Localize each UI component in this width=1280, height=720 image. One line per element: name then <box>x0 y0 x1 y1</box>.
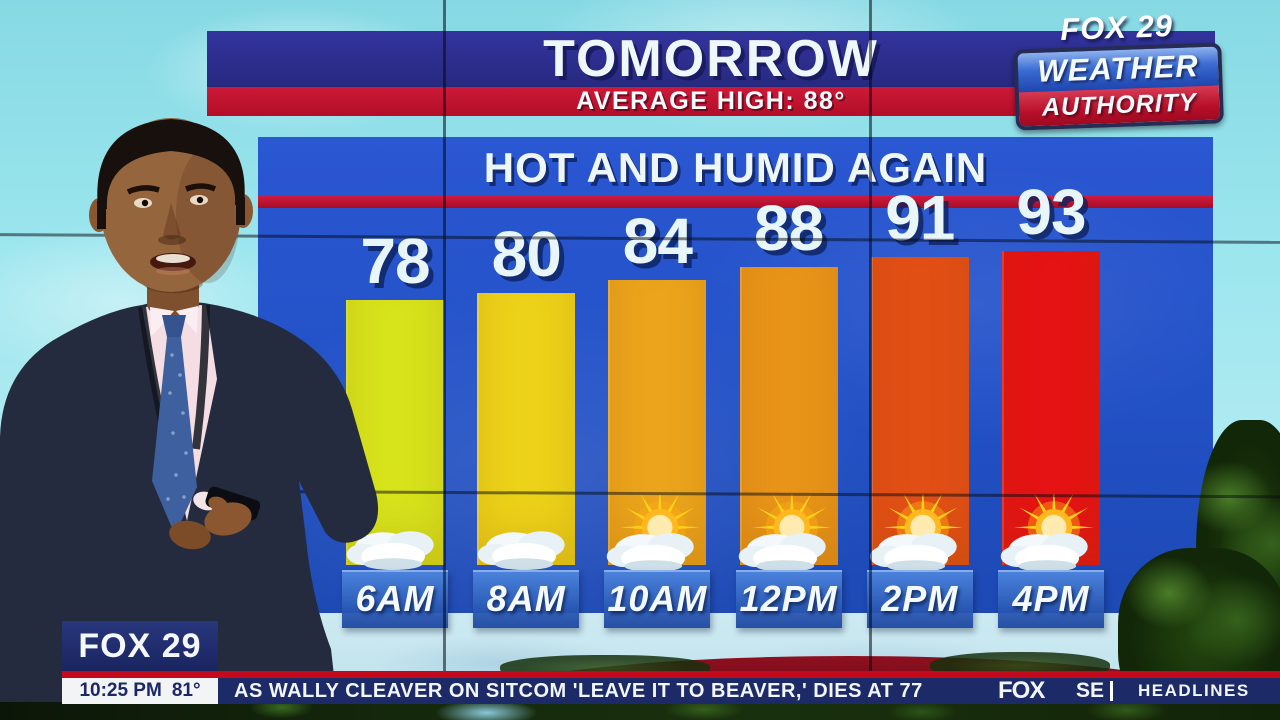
ticker-separator <box>1110 681 1113 701</box>
banner-subtitle: AVERAGE HIGH: 88° <box>576 87 846 115</box>
bug-time: 10:25 PM <box>79 680 162 701</box>
partly-sunny-icon <box>862 494 978 582</box>
temperature-value: 88 <box>754 192 824 264</box>
time-label: 8AM <box>473 570 580 628</box>
chart-title: HOT AND HUMID AGAIN <box>483 144 988 191</box>
time-label: 6AM <box>342 570 448 628</box>
logo-box: WEATHER AUTHORITY <box>1013 42 1224 131</box>
hour-column-10AM: 84 10AM <box>604 0 711 720</box>
hair <box>97 119 245 209</box>
thumb <box>208 496 228 512</box>
time-label: 4PM <box>998 570 1104 628</box>
eyebrow-left <box>126 185 160 195</box>
temperature-value: 91 <box>885 182 955 254</box>
cloudy-icon <box>468 494 584 582</box>
teeth <box>156 254 190 263</box>
trees-below-ticker <box>0 702 1280 720</box>
temperature-value: 93 <box>1016 176 1086 248</box>
temperature-value: 84 <box>622 205 693 277</box>
hand-left <box>169 520 211 550</box>
hour-column-8AM: 80 8AM <box>473 0 580 720</box>
videowall-seam <box>869 0 872 676</box>
face <box>100 118 242 292</box>
collar-right <box>176 306 198 334</box>
ticker-red-line <box>62 671 1280 678</box>
hour-column-2PM: 91 2PM <box>866 0 973 720</box>
sideburn-left <box>97 201 106 229</box>
hour-column-4PM: 93 4PM <box>998 0 1104 720</box>
panel-red-stripe <box>258 196 1213 208</box>
lapel-right <box>192 304 210 450</box>
eyebrow-right <box>185 183 217 192</box>
time-label: 10AM <box>604 570 711 628</box>
videowall-seam <box>443 0 446 676</box>
weather-presenter <box>0 118 379 720</box>
tie-dots <box>166 353 188 501</box>
news-ticker: AS WALLY CLEAVER ON SITCOM 'LEAVE IT TO … <box>218 678 1280 704</box>
partly-sunny-icon <box>599 494 715 582</box>
time-temp-bug: 10:25 PM 81° <box>62 678 218 704</box>
collar-left <box>150 307 174 337</box>
fox-network-logo: FOX <box>998 677 1045 704</box>
time-label: 12PM <box>735 570 842 628</box>
logo-authority-label: AUTHORITY <box>1018 85 1220 127</box>
time-label: 2PM <box>866 570 973 628</box>
banner-title: TOMORROW <box>543 30 879 88</box>
tie-knot <box>162 315 186 337</box>
tie <box>152 337 197 535</box>
partly-sunny-icon <box>993 494 1109 582</box>
partly-sunny-icon <box>731 494 847 582</box>
weather-authority-logo: FOX 29 WEATHER AUTHORITY <box>1012 6 1224 131</box>
bug-temperature: 81° <box>171 680 201 701</box>
ticker-section-label: HEADLINES <box>1138 681 1250 700</box>
ticker-scrolling-text: SE <box>1076 679 1105 702</box>
station-bug: FOX 29 <box>62 621 218 671</box>
face-shade <box>176 147 240 283</box>
temperature-value: 80 <box>491 218 562 290</box>
nose <box>163 203 181 240</box>
temperature-bar <box>477 293 576 565</box>
ticker-headline: AS WALLY CLEAVER ON SITCOM 'LEAVE IT TO … <box>234 680 923 702</box>
sideburn-right <box>236 197 245 225</box>
hour-column-12PM: 88 12PM <box>735 0 842 720</box>
